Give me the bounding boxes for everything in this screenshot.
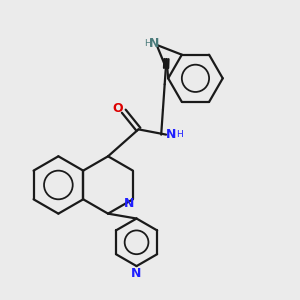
Text: H: H	[145, 39, 151, 48]
Text: O: O	[112, 102, 123, 115]
Text: N: N	[149, 37, 159, 50]
Text: N: N	[124, 197, 134, 210]
Text: N: N	[131, 267, 142, 280]
Text: N: N	[166, 128, 176, 141]
Text: H: H	[176, 130, 183, 139]
